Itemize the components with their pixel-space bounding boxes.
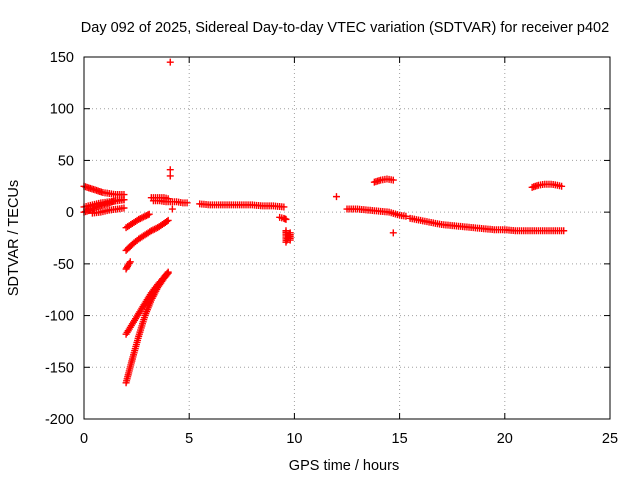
x-tick-label: 0 (80, 431, 88, 447)
data-point (145, 210, 153, 218)
data-point (166, 166, 174, 174)
data-point (282, 215, 290, 223)
data-point (150, 225, 158, 233)
x-tick-label: 15 (392, 431, 408, 447)
data-point (126, 258, 134, 266)
data-point (558, 182, 566, 190)
data-point (332, 193, 340, 201)
x-tick-label: 25 (602, 431, 618, 447)
data-point (164, 269, 172, 277)
x-axis-label: GPS time / hours (289, 458, 399, 474)
data-point (149, 226, 157, 234)
data-point (163, 270, 171, 278)
data-point (135, 215, 143, 223)
data-point (163, 217, 171, 225)
y-tick-label: -150 (45, 360, 74, 376)
data-point (136, 215, 144, 223)
data-point (147, 227, 155, 235)
data-point (120, 204, 128, 212)
grid-lines (84, 57, 610, 419)
data-points (80, 58, 568, 387)
y-tick-label: -50 (53, 257, 74, 273)
data-point (168, 205, 176, 213)
x-tick-label: 10 (286, 431, 302, 447)
y-axis-label: SDTVAR / TECUs (6, 180, 22, 296)
y-tick-label: 100 (50, 102, 74, 118)
data-point (389, 176, 397, 184)
data-point (166, 172, 174, 180)
data-point (89, 205, 97, 213)
data-point (138, 214, 146, 222)
y-tick-label: 150 (50, 50, 74, 66)
y-tick-label: 0 (66, 205, 74, 221)
x-tick-label: 20 (497, 431, 513, 447)
axis-ticks: 150 100 50 0 -50 -100 -150 -200 0 5 10 15 20 25 (45, 50, 618, 447)
data-point (389, 229, 397, 237)
data-point (125, 259, 133, 267)
x-tick-label: 5 (185, 431, 193, 447)
data-point (280, 203, 288, 211)
data-point (166, 58, 174, 66)
plot-frame (83, 56, 611, 420)
data-point (164, 216, 172, 224)
data-point (120, 196, 128, 204)
y-tick-label: 50 (58, 153, 74, 169)
chart-title: Day 092 of 2025, Sidereal Day-to-day VTE… (81, 20, 609, 36)
y-tick-label: -100 (45, 309, 74, 325)
data-point (560, 227, 568, 235)
data-point (286, 236, 294, 244)
data-point (183, 199, 191, 207)
data-point (402, 212, 410, 220)
y-tick-label: -200 (45, 412, 74, 428)
